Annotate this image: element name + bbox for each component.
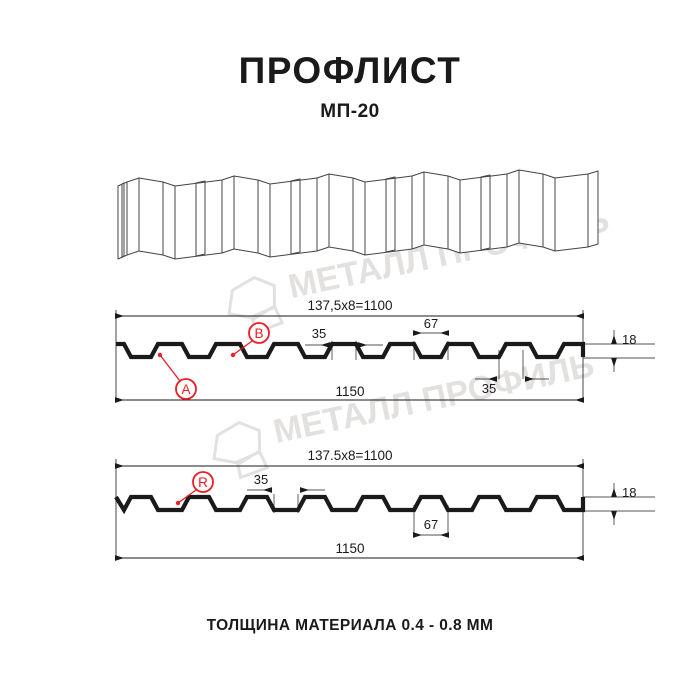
dim2-18-height	[583, 483, 655, 525]
material-thickness-note: ТОЛЩИНА МАТЕРИАЛА 0.4 - 0.8 ММ	[206, 617, 494, 634]
profile-outline-bottom	[114, 494, 586, 515]
corrugated-sheet-3d	[117, 169, 599, 260]
marker-b-circle	[248, 322, 270, 344]
drawing-top: 137,5x8=1100 1150 35 67	[115, 298, 655, 403]
marker-r-circle	[192, 471, 214, 493]
dim2-top-1100: 137.5x8=1100	[115, 448, 584, 469]
dim2-bottom-1150: 1150	[115, 541, 584, 561]
dim-label-67: 67	[424, 316, 438, 331]
dim2-67	[413, 505, 449, 538]
dim2-35-upper	[247, 487, 325, 513]
dim-label-18: 18	[622, 332, 636, 347]
dim-35-upper	[305, 341, 383, 360]
dim-bottom-1150: 1150	[115, 384, 584, 403]
dim-label-35-upper: 35	[312, 326, 326, 341]
dim-18-height	[583, 330, 655, 372]
dim-label-bottom: 1150	[335, 384, 364, 399]
marker-b-label: B	[254, 326, 263, 341]
drawing-bottom: 137.5x8=1100 1150 35 67	[114, 448, 655, 561]
watermark-text-2: МЕТАЛЛ ПРОФИЛЬ	[270, 346, 597, 451]
dim2-label-top: 137.5x8=1100	[308, 448, 393, 463]
dim-35-lower	[475, 350, 549, 382]
marker-r-label: R	[198, 475, 208, 490]
marker-a: A	[157, 352, 197, 400]
dim-67	[413, 330, 449, 360]
dim-top-1100: 137,5x8=1100	[115, 298, 584, 319]
dim-label-35-lower: 35	[482, 381, 496, 396]
dim2-label-18: 18	[622, 485, 636, 500]
marker-a-label: A	[181, 382, 190, 397]
dim2-label-35: 35	[254, 472, 268, 487]
marker-a-circle	[175, 378, 197, 400]
dim2-label-67: 67	[424, 517, 438, 532]
dim2-label-bottom: 1150	[335, 541, 364, 556]
marker-r: R	[175, 471, 214, 506]
dim-label-top: 137,5x8=1100	[308, 298, 393, 313]
marker-b: B	[230, 322, 270, 358]
profile-outline-top	[116, 341, 586, 360]
